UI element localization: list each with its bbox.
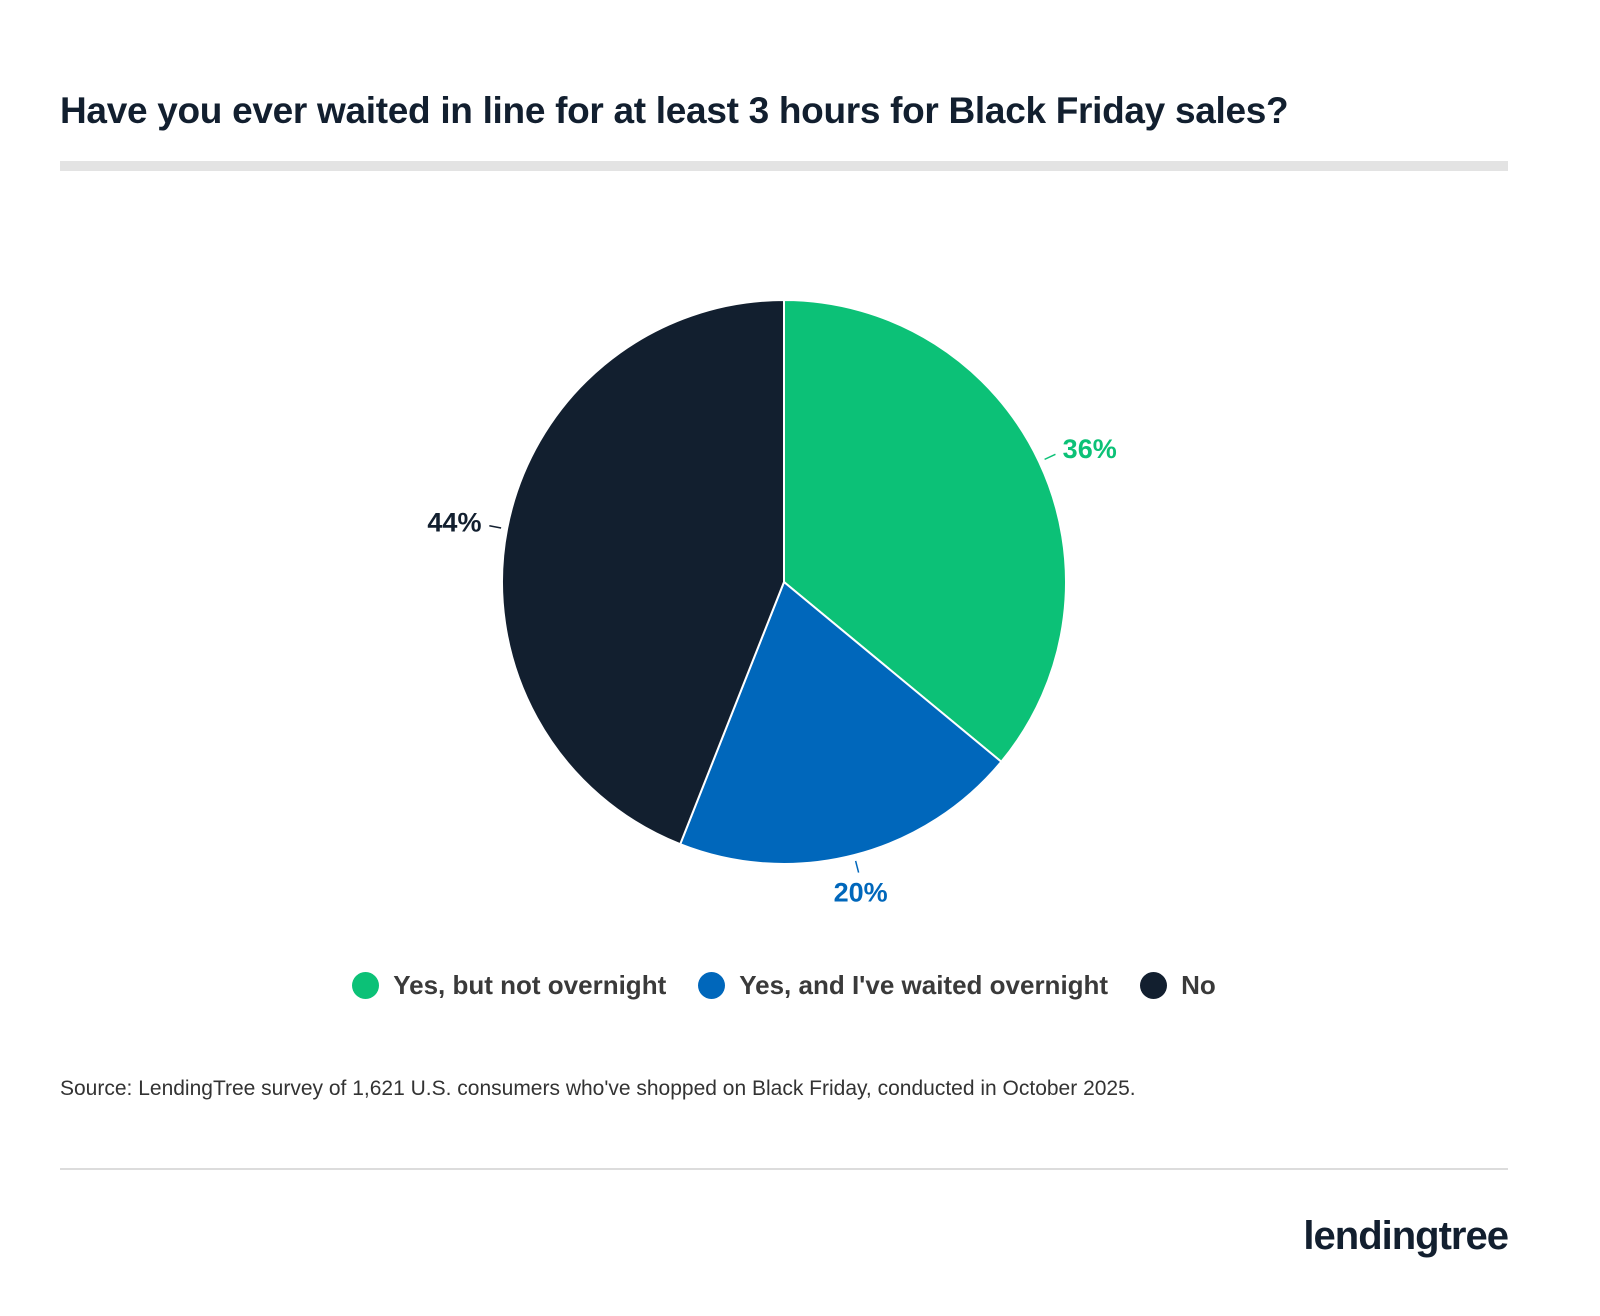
footer-rule — [60, 1168, 1508, 1170]
data-label: 44% — [427, 507, 481, 537]
chart: 36% 20% 44% — [427, 298, 1117, 907]
leader-line — [854, 860, 860, 873]
data-label: 20% — [834, 877, 888, 907]
legend-swatch — [698, 972, 726, 999]
data-label: 36% — [1063, 434, 1117, 464]
leader-line — [489, 525, 502, 529]
legend-item: No — [1140, 970, 1216, 1001]
legend-swatch — [1140, 972, 1168, 999]
chart-title: Have you ever waited in line for at leas… — [60, 90, 1289, 131]
legend-item: Yes, but not overnight — [352, 970, 666, 1001]
pie-slice — [501, 298, 785, 846]
source-note: Source: LendingTree survey of 1,621 U.S.… — [60, 1077, 1136, 1100]
pie-slice — [678, 580, 1003, 865]
legend: Yes, but not overnight Yes, and I've wait… — [0, 970, 1568, 1001]
legend-label: Yes, and I've waited overnight — [739, 970, 1109, 1000]
pie-slice — [783, 298, 1067, 764]
legend-swatch — [352, 972, 380, 999]
leader-line — [1044, 453, 1056, 461]
logo: lendingtree — [1303, 1214, 1509, 1258]
title-rule — [60, 161, 1508, 171]
legend-label: No — [1181, 970, 1216, 1000]
legend-label: Yes, but not overnight — [393, 970, 667, 1000]
legend-item: Yes, and I've waited overnight — [698, 970, 1108, 1001]
